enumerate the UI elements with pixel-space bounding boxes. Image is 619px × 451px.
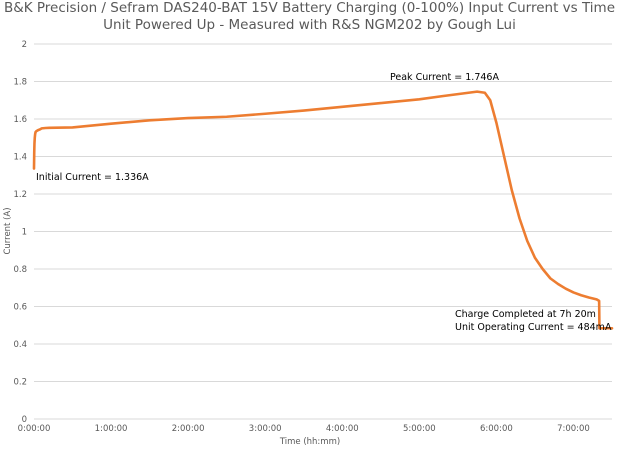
y-tick-label: 1 (22, 228, 27, 238)
y-tick-label: 0.8 (13, 265, 27, 275)
x-tick-label: 7:00:00 (557, 424, 590, 434)
y-tick-label: 0.2 (13, 378, 27, 388)
x-tick-label: 5:00:00 (403, 424, 436, 434)
y-axis-label: Current (A) (3, 207, 13, 254)
y-tick-label: 1.8 (13, 78, 27, 88)
y-tick-label: 2 (22, 40, 27, 50)
annotation-charge-completed: Charge Completed at 7h 20m (455, 309, 596, 320)
annotation-peak-current: Peak Current = 1.746A (390, 72, 499, 83)
gridlines (34, 43, 612, 420)
x-tick-label: 1:00:00 (95, 424, 128, 434)
x-tick-label: 6:00:00 (480, 424, 513, 434)
chart-subtitle: Unit Powered Up - Measured with R&S NGM2… (103, 17, 516, 33)
series-layer (32, 90, 614, 330)
y-axis-ticks: 0 0.2 0.4 0.6 0.8 1 1.2 1.4 1.6 1.8 2 (13, 40, 27, 425)
x-axis-ticks: 0:00:00 1:00:00 2:00:00 3:00:00 4:00:00 5:00:… (18, 424, 590, 434)
y-tick-label: 0 (22, 415, 27, 425)
annotation-initial-current: Initial Current = 1.336A (36, 172, 149, 183)
y-tick-label: 1.6 (13, 115, 27, 125)
y-tick-label: 1.4 (13, 153, 27, 163)
y-tick-label: 1.2 (13, 190, 27, 200)
series-line (32, 90, 614, 330)
chart-title: B&K Precision / Sefram DAS240-BAT 15V Ba… (4, 0, 615, 16)
x-tick-label: 3:00:00 (249, 424, 282, 434)
x-tick-label: 4:00:00 (326, 424, 359, 434)
y-tick-label: 0.6 (13, 303, 27, 313)
x-tick-label: 2:00:00 (172, 424, 205, 434)
x-axis-label: Time (hh:mm) (279, 437, 340, 447)
annotation-operating-current: Unit Operating Current = 484mA (455, 322, 612, 333)
x-tick-label: 0:00:00 (18, 424, 51, 434)
y-tick-label: 0.4 (13, 340, 27, 350)
